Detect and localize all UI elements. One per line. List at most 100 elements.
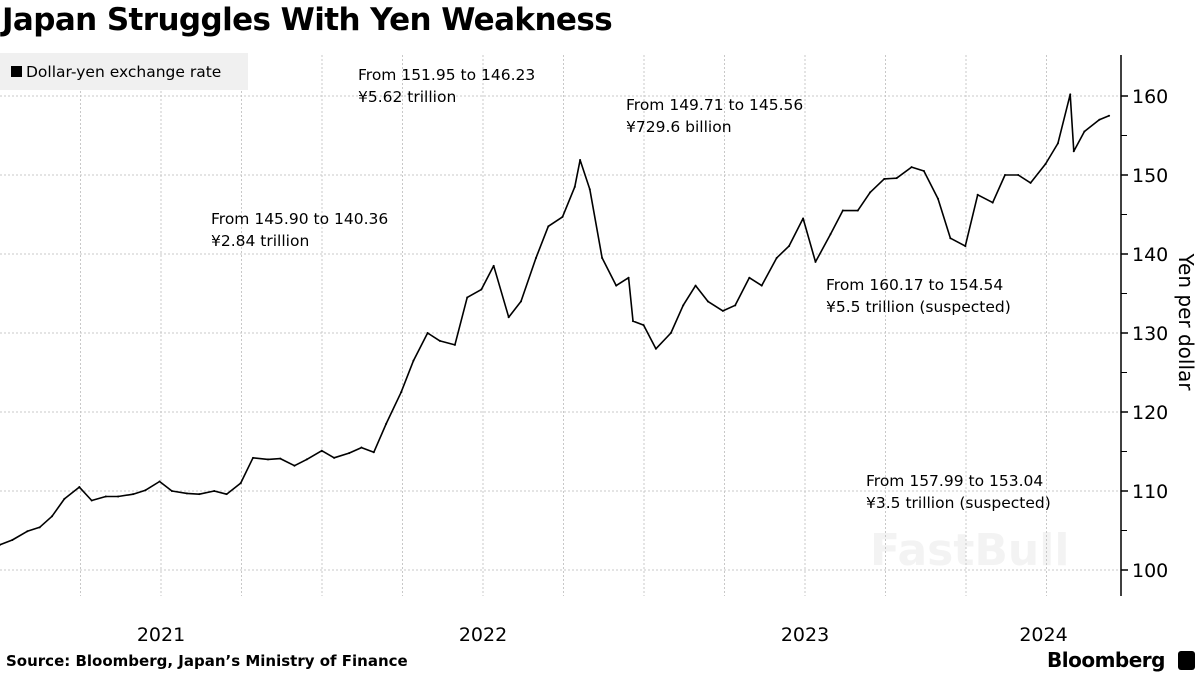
annotation-rate: From 157.99 to 153.04 [866,472,1044,490]
data-point [694,284,697,287]
annotation-intervention-5: From 157.99 to 153.04 ¥3.5 trillion (sus… [866,470,1051,514]
bloomberg-logo: Bloomberg [1047,648,1165,672]
data-point [964,245,967,248]
data-point [132,493,135,496]
data-point [466,296,469,299]
data-point [991,201,994,204]
x-tick-label: 2023 [781,624,829,646]
data-point [104,495,107,498]
annotation-rate: From 160.17 to 154.54 [826,276,1004,294]
data-point [1083,130,1086,133]
annotation-intervention-4: From 160.17 to 154.54 ¥5.5 trillion (sus… [826,274,1011,318]
data-point [38,526,41,529]
data-point [0,543,1,546]
data-point [856,209,859,212]
data-point [706,300,709,303]
data-point [1029,181,1032,184]
series-points [0,93,1111,546]
legend-swatch [11,66,22,77]
x-tick-label: 2021 [137,624,185,646]
data-point [293,464,296,467]
data-point [426,332,429,334]
data-point [1004,174,1007,176]
data-point [144,489,147,492]
data-point [802,217,805,220]
y-axis: 100 110 120 130 140 150 160 [1120,55,1168,596]
annotation-intervention-3: From 149.71 to 145.56 ¥729.6 billion [626,94,803,138]
legend: Dollar-yen exchange rate [0,53,248,90]
data-point [1072,150,1075,153]
annotation-amount: ¥3.5 trillion (suspected) [866,494,1051,512]
data-point [627,276,630,279]
data-point [601,256,604,259]
data-point [360,446,363,449]
x-tick-label: 2022 [459,624,507,646]
data-point [922,170,925,173]
data-point [1069,93,1072,96]
annotation-intervention-2: From 151.95 to 146.23 ¥5.62 trillion [358,64,535,108]
data-point [213,490,216,492]
data-point [615,284,618,287]
data-point [869,191,872,194]
annotation-amount: ¥5.62 trillion [358,88,457,106]
data-point [788,245,791,248]
data-point [239,482,242,485]
y-tick-label: 130 [1132,323,1168,345]
data-point [573,185,576,188]
annotation-amount: ¥5.5 trillion (suspected) [826,298,1011,316]
annotation-rate: From 145.90 to 140.36 [211,210,389,228]
data-point [1044,162,1047,165]
data-point [814,260,817,263]
data-point [829,233,832,236]
data-point [895,177,898,180]
data-point [734,304,737,307]
y-tick-label: 120 [1132,402,1168,424]
y-tick-label: 100 [1132,560,1168,582]
data-point [654,347,657,350]
annotation-rate: From 151.95 to 146.23 [358,66,536,84]
data-point [721,309,724,312]
source-note: Source: Bloomberg, Japan’s Ministry of F… [6,652,408,670]
data-point [333,456,336,459]
data-point [185,492,188,495]
data-point [90,499,93,502]
data-point [26,530,29,533]
data-point [1108,114,1111,117]
y-tick-label: 110 [1132,481,1168,503]
data-point [1056,142,1059,145]
data-point [561,215,564,218]
y-tick-label: 160 [1132,86,1168,108]
data-point [372,451,375,454]
data-point [748,276,751,279]
data-point [937,197,940,200]
watermark: FastBull [870,525,1070,576]
data-point [252,456,255,459]
data-point [775,256,778,259]
data-point [631,320,634,323]
data-point [492,264,495,267]
data-point [279,457,282,460]
legend-label: Dollar-yen exchange rate [26,62,222,81]
data-point [225,493,228,496]
data-point [385,422,388,425]
data-point [579,158,582,161]
data-point [535,256,538,259]
data-point [320,449,323,452]
data-point [51,515,54,518]
data-point [63,497,66,500]
data-point [507,316,510,319]
data-point [117,495,120,498]
data-point [1098,118,1101,121]
data-point [305,458,308,461]
y-axis-label: Yen per dollar [1174,253,1198,391]
data-point [170,490,173,492]
data-point [1017,174,1020,176]
data-point [412,359,415,362]
x-tick-label: 2024 [1019,624,1067,646]
data-point [267,458,270,461]
x-axis-labels: 2021 2022 2023 2024 [137,624,1068,646]
data-point [438,339,441,342]
data-point [841,209,844,212]
data-point [976,193,979,196]
